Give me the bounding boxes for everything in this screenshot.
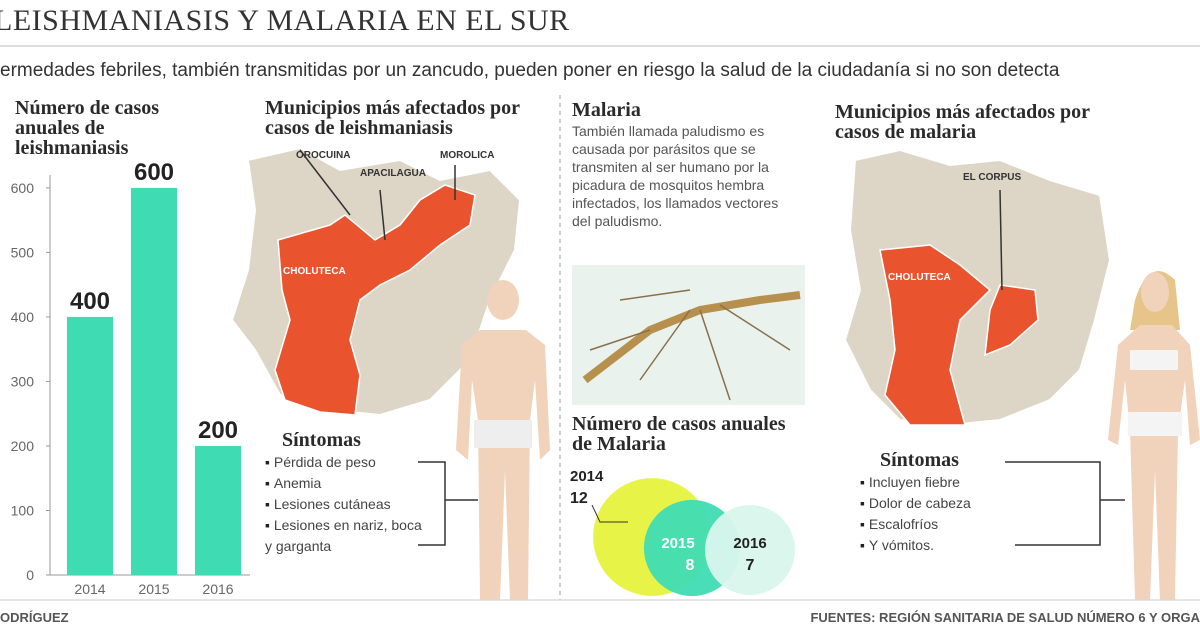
category-label: 2016 — [733, 535, 766, 552]
value-label: 600 — [134, 159, 174, 186]
map-label: CHOLUTECA — [888, 272, 951, 283]
symptoms-title: Síntomas — [282, 429, 361, 451]
symptom: Lesiones cutáneas — [265, 494, 425, 515]
malaria-description: También llamada paludismo es causada por… — [572, 123, 779, 229]
charts: 0 100 200 300 400 500 600 400 2014 600 2015 200 2016… — [11, 159, 795, 597]
bubble-chart-title: Número de casos anuales de Malaria — [572, 413, 786, 455]
symptom: Escalofríos — [860, 514, 1010, 535]
map-label: MOROLICA — [440, 150, 495, 161]
value-label: 7 — [746, 557, 755, 574]
value-label: 12 — [570, 490, 588, 507]
symptom: Anemia — [265, 473, 425, 494]
sources: FUENTES: REGIÓN SANITARIA DE SALUD NÚMER… — [810, 610, 1200, 625]
category-label: 2014 — [570, 468, 604, 485]
category-label: 2015 — [661, 535, 694, 552]
symptom: Dolor de cabeza — [860, 493, 1010, 514]
map-label: CHOLUTECA — [283, 266, 346, 277]
symptom: Y vómitos. — [860, 535, 1010, 556]
pointer — [591, 504, 628, 523]
symptom-brackets — [418, 461, 1125, 546]
credit: ODRÍGUEZ — [0, 610, 69, 625]
y-tick-label: 100 — [11, 502, 35, 518]
bar — [194, 445, 242, 575]
bar — [130, 187, 178, 575]
x-tick-label: 2014 — [74, 581, 105, 597]
bar — [66, 316, 114, 575]
map-title: Municipios más afectados por casos de ma… — [835, 101, 1090, 143]
map-title: Municipios más afectados por casos de le… — [265, 97, 520, 139]
y-tick-label: 200 — [11, 438, 35, 454]
map-malaria — [843, 148, 1112, 427]
value-label: 400 — [70, 288, 110, 315]
value-label: 200 — [198, 417, 238, 444]
bar-chart-title: Número de casos anuales de leishmaniasis — [15, 97, 160, 159]
y-tick-label: 500 — [11, 244, 35, 260]
value-label: 8 — [686, 557, 695, 574]
x-tick-label: 2015 — [138, 581, 169, 597]
male-figure — [456, 280, 550, 600]
map-label: EL CORPUS — [963, 172, 1022, 183]
y-tick-label: 400 — [11, 309, 35, 325]
symptom: Pérdida de peso — [265, 452, 425, 473]
symptom: Incluyen fiebre — [860, 472, 1010, 493]
subtitle: ermedades febriles, también transmitidas… — [0, 60, 1060, 81]
female-figure — [1108, 271, 1200, 600]
map-leishmaniasis — [230, 146, 522, 417]
symptoms-title: Síntomas — [880, 449, 959, 471]
symptoms-list: Pérdida de peso Anemia Lesiones cutáneas… — [265, 452, 425, 557]
x-tick-label: 2016 — [202, 581, 233, 597]
map-label: OROCUINA — [296, 150, 351, 161]
mosquito-image — [572, 265, 805, 405]
symptoms-list: Incluyen fiebre Dolor de cabeza Escalofr… — [860, 472, 1010, 556]
y-tick-label: 600 — [11, 180, 35, 196]
title: LEISHMANIASIS Y MALARIA EN EL SUR — [0, 4, 570, 37]
bubble — [705, 505, 795, 595]
y-tick-label: 300 — [11, 373, 35, 389]
symptom: Lesiones en nariz, boca y garganta — [265, 515, 425, 557]
malaria-title: Malaria — [572, 99, 641, 121]
y-tick-label: 0 — [26, 567, 34, 583]
map-label: APACILAGUA — [360, 168, 426, 179]
